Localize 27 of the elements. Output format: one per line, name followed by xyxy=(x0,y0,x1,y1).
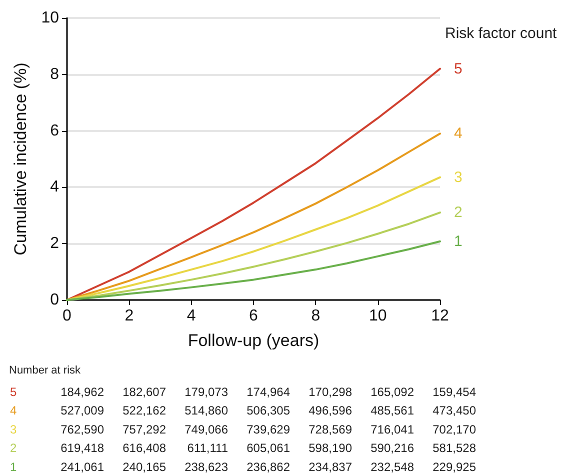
series-label: 4 xyxy=(454,125,462,142)
x-tick-label: 6 xyxy=(249,308,258,324)
series-label: 1 xyxy=(454,232,462,250)
text: 1 241,061 240,165 238,623 236,862 234,837 232,548 229,925 xyxy=(10,460,476,474)
x-tick-label: 8 xyxy=(311,308,320,324)
y-axis-title: Cumulative incidence (%) xyxy=(11,62,30,256)
text: Number at risk xyxy=(9,364,82,376)
y-tick-label: 10 xyxy=(41,10,60,26)
text: 4 527,009 522,162 514,860 506,305 496,596 485,561 473,450 xyxy=(10,404,476,418)
series-label: 2 xyxy=(454,204,462,222)
y-tick-label: 6 xyxy=(50,122,60,140)
text: 2 619,418 616,408 611,111 605,061 598,190 590,216 581,528 xyxy=(10,441,476,456)
text: 3 762,590 757,292 749,066 739,629 728,569 716,041 702,170 xyxy=(10,422,476,436)
y-tick-label: 8 xyxy=(50,66,60,83)
y-tick-label: 2 xyxy=(50,235,60,252)
y-tick-label: 0 xyxy=(50,292,60,308)
x-tick-label: 0 xyxy=(62,308,72,324)
series-label: 3 xyxy=(454,168,462,186)
x-tick-label: 10 xyxy=(368,308,387,324)
legend-title: Risk factor count xyxy=(445,25,558,42)
x-tick-label: 12 xyxy=(431,308,449,324)
x-axis-title: Follow-up (years) xyxy=(188,331,320,350)
x-tick-label: 4 xyxy=(186,308,196,324)
series-label: 5 xyxy=(454,60,462,78)
text: 5 184,962 182,607 179,073 174,964 170,298 165,092 159,454 xyxy=(10,385,476,399)
y-tick-label: 4 xyxy=(50,178,60,196)
x-tick-label: 2 xyxy=(124,308,134,324)
